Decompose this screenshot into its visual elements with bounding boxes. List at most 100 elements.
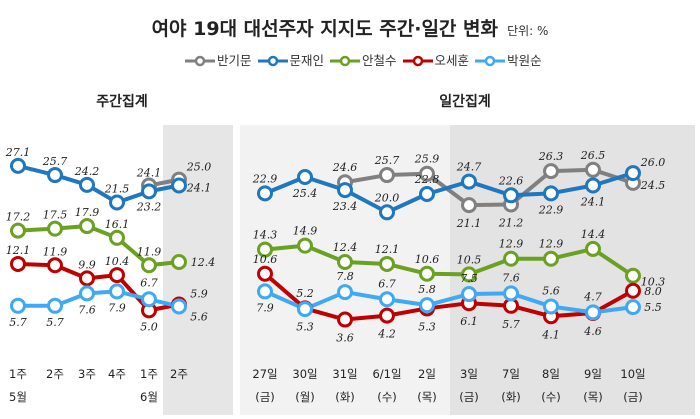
data-label: 4.1 (541, 328, 560, 341)
data-point (297, 301, 313, 318)
x-month-label: 5월 (9, 390, 27, 404)
data-point (257, 185, 273, 202)
data-point (141, 291, 157, 308)
data-point (543, 298, 559, 315)
data-point (543, 163, 559, 180)
data-point (419, 165, 435, 182)
data-label: 10.3 (641, 276, 666, 289)
data-label: 22.8 (414, 173, 440, 186)
legend-swatch-icon (185, 55, 215, 67)
data-label: 20.0 (374, 191, 400, 204)
data-label: 17.2 (6, 211, 31, 224)
data-point (337, 284, 353, 301)
data-label: 7.6 (78, 303, 96, 316)
data-label: 7.6 (502, 271, 520, 284)
data-label: 24.5 (640, 179, 666, 192)
data-label: 12.9 (539, 238, 564, 251)
data-point (257, 265, 273, 282)
data-label: 12.4 (191, 256, 216, 269)
data-label: 22.6 (498, 174, 524, 187)
x-tick-label: 9일 (584, 367, 602, 381)
data-label: 21.5 (104, 183, 130, 196)
weekly-section-title: 주간집계 (96, 93, 148, 110)
x-weekday-label: (금) (255, 390, 275, 404)
data-label: 5.7 (502, 318, 520, 331)
series-line (264, 289, 634, 315)
data-point (257, 283, 273, 300)
data-label: 26.3 (538, 150, 564, 163)
data-point (141, 257, 157, 274)
legend: 반기문 문재인 안철수 오세훈 박원순 (185, 50, 695, 69)
data-point (10, 157, 26, 174)
data-point (503, 285, 519, 302)
data-point (379, 255, 395, 272)
data-label: 17.9 (75, 206, 100, 219)
legend-swatch-icon (402, 55, 433, 67)
data-label: 5.0 (140, 320, 158, 333)
x-tick-label: 30일 (292, 367, 317, 381)
data-point (297, 237, 313, 254)
data-label: 26.5 (580, 149, 606, 162)
x-weekday-label: (목) (583, 390, 603, 404)
x-weekday-label: (화) (335, 390, 355, 404)
legend-label: 안철수 (362, 53, 397, 68)
data-label: 5.8 (418, 283, 436, 296)
series-line (263, 272, 634, 322)
data-label: 5.2 (296, 287, 314, 300)
data-label: 23.2 (136, 200, 162, 213)
legend-item: 박원순 (475, 50, 542, 69)
data-point (257, 241, 273, 258)
x-tick-label: 31일 (332, 367, 357, 381)
data-point (47, 257, 63, 274)
data-label: 9.9 (78, 258, 96, 271)
data-label: 4.2 (377, 328, 396, 341)
data-point (461, 197, 477, 214)
data-label: 10.4 (105, 255, 130, 268)
data-label: 16.1 (105, 218, 130, 231)
data-label: 25.7 (42, 155, 68, 168)
x-tick-label: 10일 (620, 367, 645, 381)
data-label: 7.8 (336, 270, 354, 283)
data-point (503, 250, 519, 267)
x-weekday-label: (화) (501, 390, 521, 404)
data-point (379, 291, 395, 308)
data-label: 12.4 (333, 241, 358, 254)
data-point (47, 220, 63, 237)
data-label: 5.9 (190, 288, 208, 301)
data-point (625, 165, 641, 182)
data-label: 10.6 (253, 253, 278, 266)
chart-title: 여야 19대 대선주자 지지도 주간·일간 변화 (151, 18, 498, 40)
legend-item: 안철수 (330, 50, 397, 69)
data-label: 7.9 (256, 301, 274, 314)
data-label: 24.1 (186, 182, 212, 195)
legend-label: 박원순 (507, 53, 542, 68)
data-point (171, 254, 187, 270)
data-point (543, 185, 559, 202)
chart-title-block: 여야 19대 대선주자 지지도 주간·일간 변화 단위: % (0, 14, 700, 41)
data-label: 23.4 (332, 200, 358, 213)
x-tick-label: 1주 (9, 367, 27, 381)
data-point (10, 222, 26, 239)
data-label: 5.3 (296, 320, 314, 333)
data-label: 4.7 (583, 290, 602, 303)
data-point (585, 177, 601, 194)
x-tick-label: 3주 (78, 367, 96, 381)
data-label: 3.6 (336, 332, 354, 345)
data-label: 25.4 (292, 187, 318, 200)
data-point (625, 299, 641, 316)
data-label: 21.1 (456, 217, 482, 230)
x-tick-label: 4주 (108, 367, 126, 381)
series-line (264, 171, 634, 215)
legend-label: 반기문 (217, 53, 252, 68)
data-label: 22.9 (252, 172, 278, 185)
data-point (10, 255, 26, 272)
data-label: 25.0 (186, 161, 212, 174)
data-point (141, 183, 157, 200)
series-line (264, 243, 635, 278)
data-point (79, 285, 95, 302)
data-point (297, 169, 313, 185)
data-point (171, 177, 187, 194)
legend-swatch-icon (257, 55, 288, 67)
data-label: 17.5 (43, 209, 68, 222)
